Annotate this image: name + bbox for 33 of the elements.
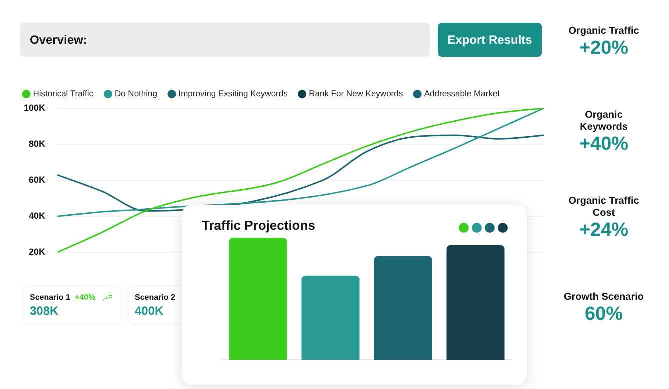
line-series bbox=[56, 108, 545, 218]
text: Organic Keywords bbox=[579, 110, 629, 133]
y-tick-label: 60K bbox=[29, 175, 46, 186]
text: +24% bbox=[578, 220, 630, 242]
legend-label: Addressable Market bbox=[424, 88, 501, 99]
text: 60% bbox=[584, 304, 624, 326]
legend-label: Improving Exsiting Keywords bbox=[178, 88, 288, 99]
text: Growth Scenario bbox=[562, 292, 645, 304]
text: 400K bbox=[135, 304, 164, 318]
y-tick-label: 40K bbox=[29, 211, 46, 222]
chart-title: Traffic Projections bbox=[202, 218, 316, 233]
legend-label: Rank For New Keywords bbox=[309, 88, 404, 99]
text: Organic Traffic Cost bbox=[568, 196, 640, 219]
text: +40% bbox=[75, 293, 96, 302]
text: Scenario 1 bbox=[30, 293, 70, 302]
legend-label: Do Nothing bbox=[114, 88, 158, 99]
legend-label: Historical Traffic bbox=[33, 88, 94, 99]
text: Organic Traffic bbox=[568, 26, 640, 38]
text: 308K bbox=[30, 304, 59, 318]
text: +20% bbox=[578, 38, 630, 60]
bar bbox=[446, 245, 505, 360]
text: Export Results bbox=[438, 23, 542, 57]
text: Overview: bbox=[30, 33, 88, 47]
bar bbox=[374, 256, 432, 360]
bar bbox=[302, 276, 360, 360]
y-tick-label: 20K bbox=[29, 247, 46, 258]
bar bbox=[229, 238, 288, 360]
text: Scenario 2 bbox=[135, 293, 176, 302]
text: +40% bbox=[578, 134, 630, 156]
line-series bbox=[56, 134, 545, 212]
y-tick-label: 100K bbox=[24, 102, 46, 113]
line-series bbox=[56, 108, 545, 253]
y-tick-label: 80K bbox=[29, 139, 46, 150]
